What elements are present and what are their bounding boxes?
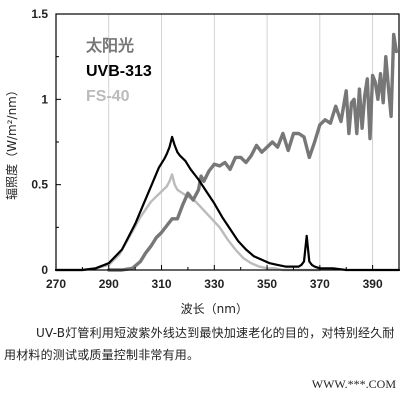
y-tick-label: 1 [41, 92, 48, 106]
y-tick-label: 0.5 [31, 178, 48, 192]
x-tick-label: 310 [152, 277, 172, 291]
x-tick-label: 390 [363, 277, 383, 291]
series-line-1 [54, 135, 400, 272]
series-line-2 [54, 173, 321, 272]
x-tick-label: 270 [46, 277, 66, 291]
x-tick-label: 350 [257, 277, 277, 291]
x-tick-label: 290 [99, 277, 119, 291]
legend-entry: UVB-313 [86, 63, 152, 80]
y-axis-title: 辐照度（W/m²/nm） [4, 84, 19, 200]
website-text: WWW.***.COM [311, 377, 396, 391]
legend-entry: 太阳光 [85, 36, 134, 55]
ticks-layer: 270 290 310 330 350 370 390 0 0.5 1 1.5 [31, 7, 383, 291]
y-tick-label: 0 [41, 263, 48, 277]
grid-layer [55, 14, 374, 270]
x-tick-label: 370 [310, 277, 330, 291]
caption-text: UV-B灯管利用短波紫外线达到最快加速老化的目的，对特别经久耐用材料的测试或质量… [4, 326, 395, 362]
legend: 太阳光 UVB-313 FS-40 [85, 36, 152, 105]
x-axis-title: 波长（nm） [181, 302, 248, 316]
series-line-0 [107, 32, 399, 272]
y-tick-label: 1.5 [31, 7, 48, 21]
x-tick-label: 330 [204, 277, 224, 291]
legend-entry: FS-40 [86, 88, 130, 105]
